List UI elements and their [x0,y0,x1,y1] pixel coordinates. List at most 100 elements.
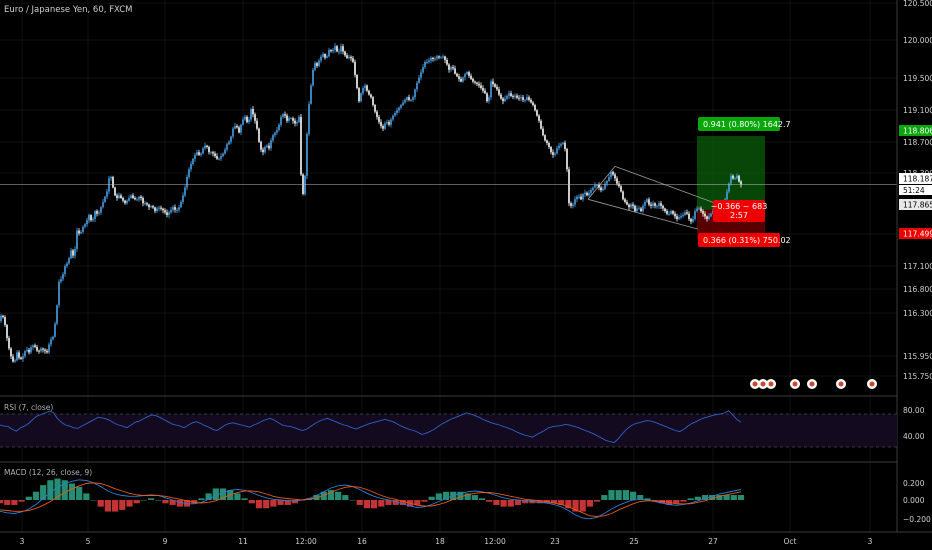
candle-body [70,250,72,259]
macd-hist-bar [637,495,644,500]
candle-body [196,152,198,155]
channel-lower-line [587,198,699,230]
candle-body [90,215,92,221]
macd-hist-bar [104,500,112,512]
flag-icon[interactable] [807,379,817,389]
candle-body [360,93,362,102]
macd-hist-bar [579,500,586,512]
candle-body [560,143,562,146]
candle-body [60,279,62,282]
macd-hist-bar [378,500,385,507]
time-tick-label: 3 [868,537,873,546]
candle-body [588,192,590,196]
time-axis-ticks[interactable]: 3 5 9 11 12:00 16 18 12:00 23 25 27 Oct 3 [20,537,873,546]
candle-body [652,203,654,206]
candle-body [456,73,458,77]
candle-body [686,212,688,214]
candle-body [656,205,658,207]
candle-body [658,203,660,206]
macd-hist-bar [155,500,162,501]
candle-body [50,339,52,345]
countdown-value: 51:24 [903,186,925,195]
candle-body [306,133,308,176]
macd-hist-bar [47,480,54,500]
candle-body [586,192,588,196]
rsi-axis-80: 80.00 [903,406,925,415]
candle-body [402,102,404,106]
candle-body [378,116,380,123]
candle-body [328,50,330,57]
event-icon-dot [760,381,766,387]
macd-axis-neg: −0.200 [903,515,931,524]
candle-body [630,204,632,208]
candle-body [394,112,396,116]
candle-body [458,76,460,79]
flag-icon[interactable] [836,379,846,389]
candle-body [414,89,416,98]
entry-price-label: 117.865 [899,199,932,210]
candle-body [640,208,642,212]
candle-body [612,171,614,175]
macd-hist-bar [471,495,478,500]
candle-body [644,201,646,206]
candle-body [82,226,84,233]
candle-body [544,135,546,141]
candle-body [344,51,346,56]
candle-body [596,184,598,186]
candle-body [430,57,432,61]
flag-icon[interactable] [750,379,760,389]
candle-body [264,146,266,153]
macd-hist-bar [356,500,363,505]
rsi-axis-40: 40.00 [903,432,925,441]
candle-body [92,218,94,221]
candle-body [468,72,470,76]
candle-body [558,145,560,149]
candle-body [216,156,218,159]
candle-body [124,200,126,204]
candle-body [290,118,292,120]
macd-hist-bar [241,498,248,500]
candle-body [164,210,166,213]
candle-body [460,78,462,82]
candle-body [368,90,370,95]
event-icons[interactable] [750,379,877,389]
candle-body [212,152,214,154]
macd-hist-bar [723,495,730,500]
candle-body [174,207,176,210]
candle-body [86,220,88,225]
candle-body [448,64,450,70]
candle-body [260,141,262,150]
macd-hist-bar [255,500,263,509]
candle-body [240,124,242,133]
candle-body [680,216,682,218]
take-profit-label: 118.806 [899,125,932,136]
flag-icon[interactable] [790,379,800,389]
candle-body [2,315,4,318]
candle-body [698,208,700,210]
macd-hist-bar [342,495,349,500]
price-axis-panel[interactable] [897,0,932,550]
candle-body [646,199,648,202]
candle-body [300,116,302,175]
flag-icon[interactable] [766,379,776,389]
macd-hist-bar [716,495,723,500]
candle-body [134,198,136,200]
candle-body [80,232,82,234]
candle-body [320,56,322,61]
candle-body [606,180,608,184]
candle-body [220,156,222,159]
candle-body [490,81,492,98]
candle-body [160,207,162,209]
flag-icon[interactable] [867,379,877,389]
macd-hist-bar [284,500,291,505]
candle-body [0,315,2,322]
candle-body [528,97,530,100]
candle-body [64,266,66,274]
long-position-tool[interactable] [697,136,765,239]
candle-body [4,317,6,325]
flag-icon[interactable] [758,379,768,389]
candle-body [502,98,504,102]
candle-body [106,191,108,197]
macd-hist-bar [694,496,701,500]
